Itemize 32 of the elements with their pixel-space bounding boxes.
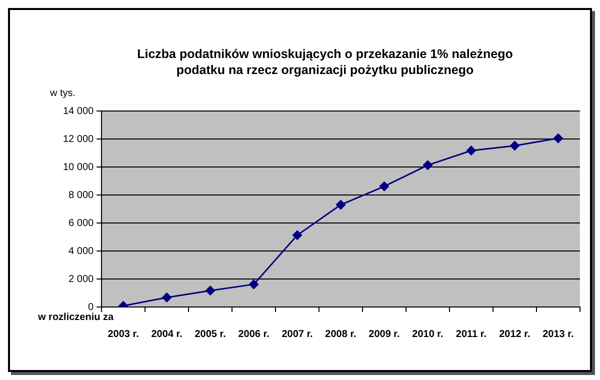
point [336, 200, 346, 210]
x-tick-label: 2010 r. [412, 328, 444, 340]
x-tick-label: 2007 r. [282, 328, 314, 340]
x-axis-title: w rozliczeniu za [38, 312, 114, 323]
x-tick-label: 2003 r. [108, 328, 140, 340]
point [466, 146, 476, 156]
point [162, 292, 172, 302]
x-tick-label: 2004 r. [151, 328, 183, 340]
x-tick-label: 2009 r. [368, 328, 400, 340]
x-tick-label: 2005 r. [194, 328, 226, 340]
x-tick-label: 2008 r. [325, 328, 357, 340]
y-tick-label: 12 000 [62, 134, 94, 145]
y-tick-label: 0 [88, 302, 94, 313]
x-tick-label: 2011 r. [456, 328, 487, 340]
x-tick-label: 2006 r. [238, 328, 270, 340]
y-tick-label: 2 000 [68, 274, 94, 285]
x-tick-label: 2012 r. [499, 328, 530, 340]
y-tick-label: 10 000 [62, 162, 94, 173]
point [553, 134, 563, 144]
point [206, 286, 216, 296]
point [292, 230, 302, 240]
point [249, 280, 259, 290]
chart-title: Liczba podatników wnioskujących o przekazanie 1% należnego podatku na rzecz organizacji pożytku publicznego [136, 46, 514, 78]
y-tick-label: 14 000 [62, 106, 94, 117]
y-tick-label: 4 000 [68, 246, 94, 257]
x-tick-label: 2013 r. [542, 328, 574, 340]
point [422, 160, 432, 170]
point [379, 182, 389, 192]
point [510, 140, 520, 150]
y-axis-title: w tys. [50, 88, 76, 99]
y-tick-label: 6 000 [68, 218, 94, 229]
y-tick-label: 8 000 [68, 190, 94, 201]
